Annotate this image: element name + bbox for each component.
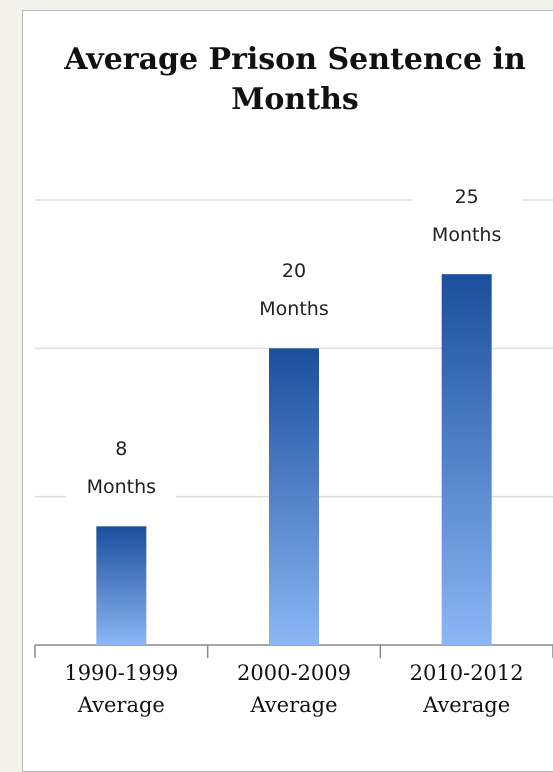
- data-label: 20 Months: [239, 252, 349, 329]
- page: Average Prison Sentence in Months (() =>…: [22, 10, 553, 772]
- chart-title: Average Prison Sentence in Months: [64, 42, 526, 117]
- x-tick-label: 2010-2012 Average: [409, 661, 524, 717]
- x-tick-label: 1990-1999 Average: [64, 661, 179, 717]
- bar: [96, 526, 147, 645]
- bar: [441, 274, 492, 645]
- bar: [269, 348, 319, 645]
- data-label: 25 Months: [411, 178, 522, 255]
- data-label: 8 Months: [66, 430, 177, 507]
- x-tick-label: 2000-2009 Average: [237, 661, 351, 717]
